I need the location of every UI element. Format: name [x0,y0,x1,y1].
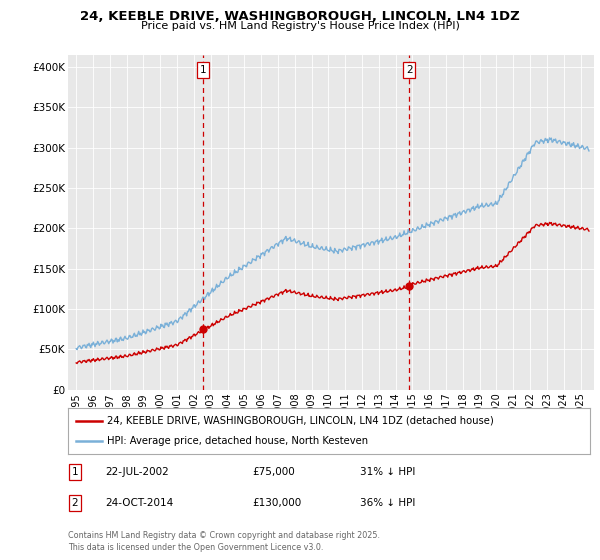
Text: Price paid vs. HM Land Registry's House Price Index (HPI): Price paid vs. HM Land Registry's House … [140,21,460,31]
Text: This data is licensed under the Open Government Licence v3.0.: This data is licensed under the Open Gov… [68,544,323,553]
Text: 22-JUL-2002: 22-JUL-2002 [105,467,169,477]
Text: 2: 2 [71,498,79,508]
Text: HPI: Average price, detached house, North Kesteven: HPI: Average price, detached house, Nort… [107,436,368,446]
Text: 31% ↓ HPI: 31% ↓ HPI [360,467,415,477]
Text: £130,000: £130,000 [252,498,301,508]
Text: Contains HM Land Registry data © Crown copyright and database right 2025.: Contains HM Land Registry data © Crown c… [68,530,380,539]
Text: 36% ↓ HPI: 36% ↓ HPI [360,498,415,508]
Text: 24, KEEBLE DRIVE, WASHINGBOROUGH, LINCOLN, LN4 1DZ: 24, KEEBLE DRIVE, WASHINGBOROUGH, LINCOL… [80,10,520,23]
Text: 1: 1 [71,467,79,477]
Text: 2: 2 [406,65,413,75]
Text: £75,000: £75,000 [252,467,295,477]
Text: 1: 1 [200,65,206,75]
Text: 24-OCT-2014: 24-OCT-2014 [105,498,173,508]
Text: 24, KEEBLE DRIVE, WASHINGBOROUGH, LINCOLN, LN4 1DZ (detached house): 24, KEEBLE DRIVE, WASHINGBOROUGH, LINCOL… [107,416,494,426]
